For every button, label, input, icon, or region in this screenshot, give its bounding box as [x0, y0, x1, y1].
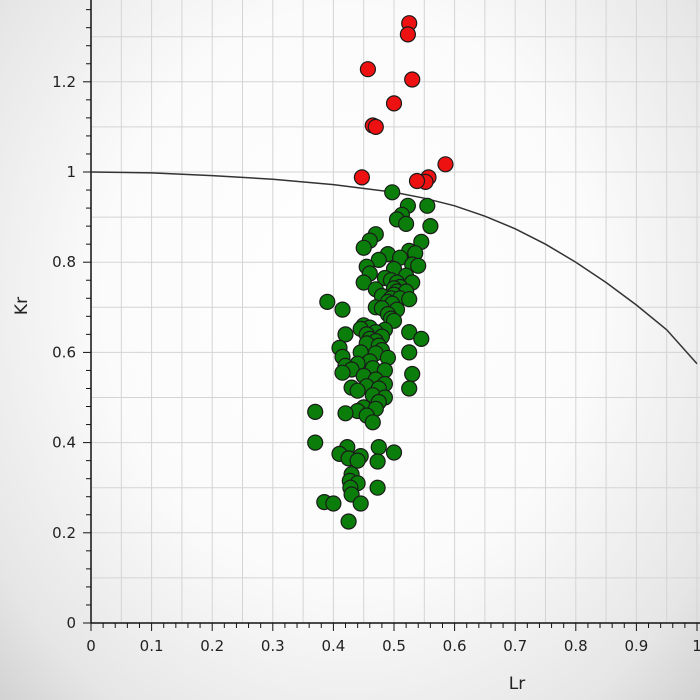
outside-data-point: [399, 26, 416, 43]
grid: [91, 0, 700, 623]
x-tick-label: 0.3: [261, 637, 285, 655]
x-tick-label: 0.5: [382, 637, 406, 655]
inside-data-point: [384, 184, 401, 201]
outside-data-point: [353, 169, 370, 186]
inside-data-point: [355, 239, 372, 256]
inside-data-point: [334, 364, 351, 381]
y-tick-label: 0.4: [52, 434, 76, 452]
inside-data-point: [369, 479, 386, 496]
data-points: [307, 15, 454, 530]
x-tick-label: 0: [86, 637, 96, 655]
outside-data-point: [437, 156, 454, 173]
inside-data-point: [419, 197, 436, 214]
inside-data-point: [325, 495, 342, 512]
inside-data-point: [370, 439, 387, 456]
y-tick-label: 0.2: [52, 524, 76, 542]
inside-data-point: [355, 274, 372, 291]
x-tick-label: 0.9: [624, 637, 648, 655]
inside-data-point: [369, 453, 386, 470]
inside-data-point: [319, 293, 336, 310]
curve-line: [90, 171, 698, 365]
inside-data-point: [401, 344, 418, 361]
inside-data-point: [422, 218, 439, 235]
inside-data-point: [364, 414, 381, 431]
failure-assessment-curve: [90, 171, 698, 365]
inside-data-point: [385, 444, 403, 461]
y-tick-label: 0.8: [52, 253, 76, 271]
x-tick-label: 0.4: [321, 637, 345, 655]
x-tick-label: 0.6: [443, 637, 467, 655]
x-tick-label: 0.1: [140, 637, 164, 655]
x-tick-label: 0.7: [503, 637, 527, 655]
inside-data-point: [398, 215, 415, 232]
outside-data-point: [385, 95, 403, 112]
y-tick-label: 0: [66, 614, 76, 632]
x-tick-label: 1: [692, 637, 700, 655]
y-tick-label: 1.2: [52, 73, 76, 91]
outside-data-point: [408, 172, 426, 190]
inside-data-point: [337, 405, 354, 422]
inside-data-point: [410, 257, 427, 274]
x-tick-label: 0.2: [200, 637, 224, 655]
inside-data-point: [352, 495, 369, 512]
outside-data-point: [359, 61, 376, 78]
inside-data-point: [334, 301, 351, 318]
y-axis-title: Kr: [12, 297, 32, 315]
inside-data-point: [349, 382, 366, 399]
outside-data-point: [367, 118, 384, 136]
outside-data-point: [404, 71, 421, 88]
inside-data-point: [404, 365, 421, 383]
inside-data-point: [401, 324, 418, 341]
inside-data-point: [307, 434, 324, 451]
x-axis-title: Lr: [509, 674, 525, 694]
inside-data-point: [401, 291, 418, 308]
inside-data-point: [370, 251, 387, 268]
y-tick-label: 1: [66, 163, 76, 181]
inside-data-point: [307, 403, 324, 420]
x-tick-label: 0.8: [564, 637, 588, 655]
axes: 0 0.1 0.2 0.3 0.4 0.5 0.6 0.7 0.8 0.9 1 0 0.2 0.4 0.6 0…: [52, 0, 700, 655]
inside-data-point: [337, 326, 354, 343]
y-tick-label: 0.6: [52, 343, 76, 361]
inside-data-point: [413, 330, 430, 347]
inside-data-point: [340, 513, 357, 530]
inside-data-point: [401, 380, 418, 397]
inside-data-point: [349, 452, 366, 469]
